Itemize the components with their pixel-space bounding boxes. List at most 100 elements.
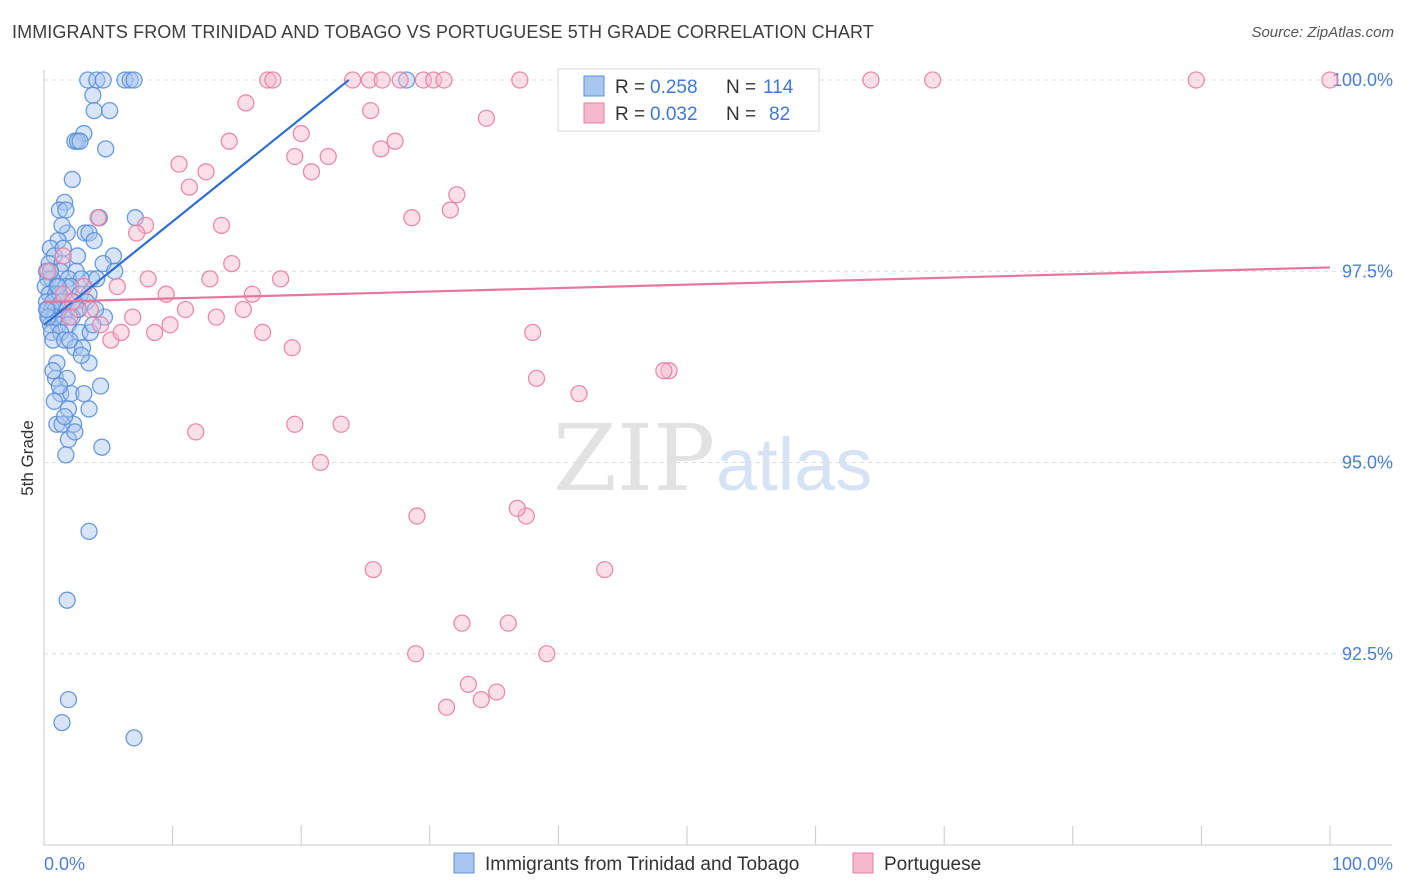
point-portuguese <box>660 362 678 380</box>
point-portuguese <box>259 71 277 89</box>
point-portuguese <box>386 132 404 150</box>
point-portuguese <box>391 71 409 89</box>
point-portuguese <box>264 71 282 89</box>
point-portuguese <box>655 362 673 380</box>
point-trinidad <box>125 71 143 89</box>
point-portuguese <box>343 71 362 89</box>
point-trinidad <box>44 362 62 380</box>
point-portuguese <box>477 109 496 127</box>
point-portuguese <box>161 316 179 334</box>
point-trinidad <box>58 591 76 609</box>
point-portuguese <box>524 323 542 342</box>
point-portuguese <box>472 691 490 709</box>
legend-n-label-pink: N = <box>726 104 756 125</box>
y-tick-label: 95.0% <box>1342 453 1393 473</box>
point-trinidad <box>94 71 112 89</box>
stats-legend: R = 0.258 N = 114 R = 0.032 N = 82 <box>557 68 820 132</box>
point-portuguese <box>459 675 478 693</box>
point-portuguese <box>61 308 79 326</box>
point-trinidad <box>53 713 71 732</box>
point-portuguese <box>862 71 880 89</box>
point-trinidad <box>84 86 102 104</box>
point-trinidad <box>398 71 416 89</box>
watermark-zip: ZIP <box>553 405 715 512</box>
point-portuguese <box>407 645 425 663</box>
bottom-legend-swatch-blue <box>453 852 475 874</box>
point-portuguese <box>112 323 130 342</box>
point-portuguese <box>361 101 380 120</box>
point-portuguese <box>499 614 517 632</box>
point-trinidad <box>59 691 78 709</box>
point-portuguese <box>253 323 272 342</box>
point-trinidad <box>45 392 63 410</box>
x-tick-label-max: 100.0% <box>1332 854 1393 874</box>
point-portuguese <box>570 384 588 403</box>
point-portuguese <box>286 415 304 433</box>
point-trinidad <box>71 132 89 150</box>
point-portuguese <box>223 254 241 273</box>
point-portuguese <box>271 270 290 288</box>
legend-r-label-pink: R = <box>615 104 645 125</box>
point-portuguese <box>538 645 556 663</box>
point-portuguese <box>923 71 942 89</box>
point-portuguese <box>139 270 157 288</box>
point-portuguese <box>180 178 198 196</box>
point-portuguese <box>124 308 142 326</box>
legend-r-label-blue: R = <box>615 77 645 98</box>
legend-n-value-pink: 82 <box>769 104 790 125</box>
point-trinidad <box>97 140 115 158</box>
chart-title: IMMIGRANTS FROM TRINIDAD AND TOBAGO VS P… <box>12 22 874 42</box>
y-tick-label: 92.5% <box>1342 644 1393 664</box>
y-axis-label: 5th Grade <box>18 420 37 496</box>
point-trinidad <box>37 300 56 319</box>
point-portuguese <box>364 560 382 579</box>
point-portuguese <box>373 71 391 89</box>
point-trinidad <box>80 522 98 540</box>
point-trinidad <box>85 231 103 250</box>
point-portuguese <box>437 698 456 716</box>
point-trinidad <box>80 400 98 418</box>
point-trinidad <box>125 729 143 747</box>
bottom-legend-label-blue: Immigrants from Trinidad and Tobago <box>485 854 799 875</box>
point-portuguese <box>283 339 301 357</box>
source-credit: Source: ZipAtlas.com <box>1251 24 1394 41</box>
point-trinidad <box>55 407 74 426</box>
point-portuguese <box>176 300 195 319</box>
point-portuguese <box>332 415 350 433</box>
point-portuguese <box>372 140 390 158</box>
point-portuguese <box>360 71 379 89</box>
point-portuguese <box>286 147 304 166</box>
point-portuguese <box>292 124 310 143</box>
point-trinidad <box>121 71 139 89</box>
point-portuguese <box>220 132 238 150</box>
point-trinidad <box>100 101 119 120</box>
point-portuguese <box>441 201 460 219</box>
point-portuguese <box>243 285 261 303</box>
point-portuguese <box>201 270 219 288</box>
point-portuguese <box>488 683 506 701</box>
series-legend: Immigrants from Trinidad and Tobago Port… <box>453 852 981 875</box>
point-trinidad <box>63 170 81 189</box>
legend-n-label-blue: N = <box>726 77 756 98</box>
point-portuguese <box>212 216 231 235</box>
legend-swatch-blue <box>583 75 605 97</box>
trend-lines <box>43 79 1331 326</box>
point-trinidad <box>57 446 75 464</box>
point-portuguese <box>596 560 614 579</box>
point-portuguese <box>127 224 146 242</box>
point-portuguese <box>81 300 99 319</box>
y-tick-label: 97.5% <box>1342 261 1393 281</box>
series-trinidad-points <box>36 71 416 747</box>
point-portuguese <box>527 369 546 388</box>
bottom-legend-swatch-pink <box>852 852 874 874</box>
point-portuguese <box>237 94 255 112</box>
point-portuguese <box>403 209 421 227</box>
trendline-portuguese <box>43 266 1331 303</box>
point-trinidad <box>116 71 134 89</box>
y-tick-label: 100.0% <box>1332 70 1393 90</box>
y-axis-tick-labels: 92.5% 95.0% 97.5% 100.0% <box>1332 70 1393 664</box>
point-portuguese <box>197 163 215 181</box>
point-trinidad <box>88 270 106 288</box>
x-tick-label-min: 0.0% <box>44 854 85 874</box>
